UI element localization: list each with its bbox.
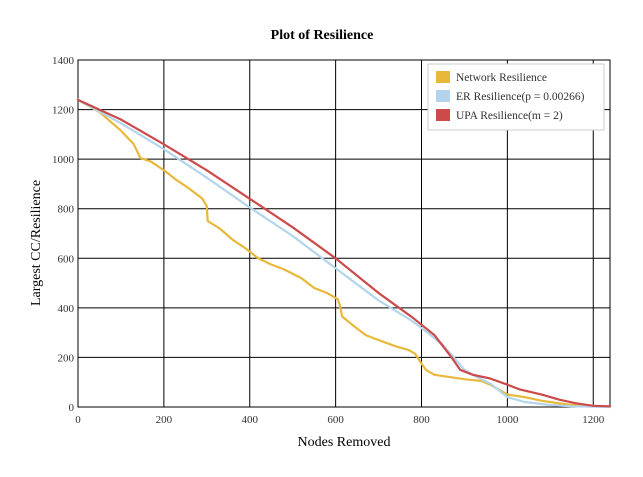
x-axis-label: Nodes Removed (298, 435, 391, 450)
x-tick-label: 0 (75, 414, 81, 426)
legend-entry-label: UPA Resilience(m = 2) (456, 110, 563, 122)
legend: Network Resilience ER Resilience(p = 0.00… (427, 63, 605, 131)
plot-frame (77, 59, 611, 408)
legend-entry-label: ER Resilience(p = 0.00266) (456, 91, 585, 103)
x-tick-label: 1200 (582, 414, 605, 426)
y-tick-label: 200 (58, 352, 75, 364)
chart-title: Plot of Resilience (271, 28, 374, 43)
tick-labels: 0 200 400 600 800 1000 1200 0 200 400 600 800 1000 12… (52, 55, 605, 426)
y-tick-label: 600 (58, 253, 75, 265)
y-tick-label: 400 (58, 303, 75, 315)
x-tick-label: 200 (156, 414, 173, 426)
x-tick-label: 600 (327, 414, 344, 426)
x-tick-label: 800 (413, 414, 430, 426)
y-tick-label: 1200 (52, 105, 75, 117)
y-tick-label: 1400 (52, 55, 75, 67)
x-tick-label: 400 (242, 414, 259, 426)
series-lines (76, 98, 612, 409)
y-axis-label: Largest CC/Resilience (29, 180, 44, 306)
series-line (76, 98, 612, 408)
y-tick-label: 800 (58, 204, 75, 216)
y-tick-label: 1000 (52, 154, 75, 166)
series-line (76, 98, 612, 409)
legend-swatch (436, 109, 450, 121)
legend-swatch (436, 90, 450, 102)
legend-swatch (436, 71, 450, 83)
x-tick-label: 1000 (496, 414, 519, 426)
legend-entry-label: Network Resilience (456, 72, 547, 84)
series-line (76, 98, 612, 408)
legend-box (427, 63, 605, 131)
y-tick-label: 0 (69, 402, 75, 414)
